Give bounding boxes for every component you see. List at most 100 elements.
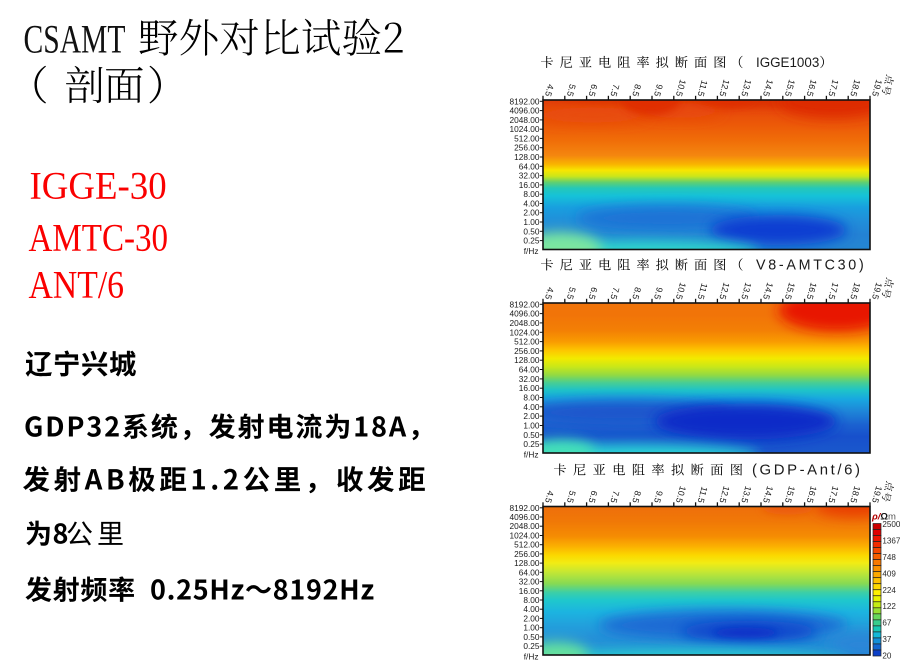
svg-text:0.50: 0.50 [523,632,540,642]
svg-text:4096.00: 4096.00 [510,106,540,116]
svg-text:1024.00: 1024.00 [510,124,540,134]
svg-text:13.5: 13.5 [739,485,753,504]
svg-text:17.5: 17.5 [826,281,840,300]
svg-text:0.25: 0.25 [523,439,540,449]
svg-text:4.00: 4.00 [523,402,540,412]
svg-text:2.00: 2.00 [523,208,540,218]
svg-text:11.5: 11.5 [696,282,710,301]
svg-text:512.00: 512.00 [514,540,540,550]
svg-text:67: 67 [882,619,892,628]
svg-text:2500: 2500 [882,520,900,529]
svg-text:4.5: 4.5 [543,83,556,98]
svg-text:CSAMT: CSAMT [24,17,126,61]
svg-text:16.5: 16.5 [805,281,819,300]
svg-text:V8-AMTC30): V8-AMTC30) [756,258,866,274]
svg-text:11.5: 11.5 [696,79,710,98]
svg-text:0.25: 0.25 [523,641,540,651]
svg-text:128.00: 128.00 [514,558,540,568]
svg-text:2.00: 2.00 [523,411,540,421]
svg-text:ρ/Ωm: ρ/Ωm [871,512,896,523]
svg-text:19.5: 19.5 [870,281,884,300]
svg-text:512.00: 512.00 [514,337,540,347]
svg-text:9.5: 9.5 [652,490,665,505]
svg-text:2.00: 2.00 [523,613,540,623]
svg-text:15.5: 15.5 [783,485,797,504]
svg-text:8.5: 8.5 [630,490,643,505]
svg-text:8.00: 8.00 [523,189,540,199]
svg-text:4096.00: 4096.00 [510,512,540,522]
svg-text:18.5: 18.5 [848,281,862,300]
svg-text:10.5: 10.5 [674,78,688,97]
svg-text:8192.00: 8192.00 [510,503,540,513]
svg-text:5.5: 5.5 [565,490,578,505]
svg-text:4.00: 4.00 [523,199,540,209]
svg-text:64.00: 64.00 [519,365,540,375]
svg-text:256.00: 256.00 [514,143,540,153]
svg-text:10.5: 10.5 [674,485,688,504]
svg-text:0.50: 0.50 [523,226,540,236]
svg-text:256.00: 256.00 [514,346,540,356]
svg-text:8.00: 8.00 [523,393,540,403]
svg-text:32.00: 32.00 [519,374,540,384]
svg-text:9.5: 9.5 [652,286,665,301]
svg-text:17.5: 17.5 [826,485,840,504]
svg-text:1024.00: 1024.00 [510,531,540,541]
svg-text:14.5: 14.5 [761,78,775,97]
svg-text:32.00: 32.00 [519,171,540,181]
svg-text:37: 37 [882,635,892,644]
svg-text:16.5: 16.5 [805,78,819,97]
svg-text:9.5: 9.5 [652,83,665,98]
svg-text:1.00: 1.00 [523,217,540,227]
svg-text:2048.00: 2048.00 [510,115,540,125]
svg-text:2048.00: 2048.00 [510,521,540,531]
svg-text:122: 122 [882,602,896,611]
svg-text:7.5: 7.5 [608,286,621,301]
svg-text:32.00: 32.00 [519,577,540,587]
svg-text:4.5: 4.5 [543,490,556,505]
svg-text:14.5: 14.5 [761,485,775,504]
svg-text:19.5: 19.5 [870,78,884,97]
svg-text:16.5: 16.5 [805,485,819,504]
svg-text:5.5: 5.5 [565,286,578,301]
svg-text:8.00: 8.00 [523,595,540,605]
svg-text:0.50: 0.50 [523,430,540,440]
svg-text:20: 20 [882,652,892,661]
svg-text:16.00: 16.00 [519,586,540,596]
svg-text:64.00: 64.00 [519,567,540,577]
svg-text:8192.00: 8192.00 [510,299,540,309]
svg-text:f/Hz: f/Hz [524,449,539,459]
svg-text:8.5: 8.5 [630,286,643,301]
svg-text:f/Hz: f/Hz [524,651,539,661]
svg-text:12.5: 12.5 [717,78,731,97]
svg-text:2048.00: 2048.00 [510,318,540,328]
svg-text:748: 748 [882,553,896,562]
svg-text:10.5: 10.5 [674,281,688,300]
svg-text:12.5: 12.5 [717,281,731,300]
svg-text:128.00: 128.00 [514,355,540,365]
svg-text:(GDP-Ant/6): (GDP-Ant/6) [752,463,863,479]
svg-text:224: 224 [882,586,896,595]
svg-text:7.5: 7.5 [608,83,621,98]
svg-text:IGGE-30: IGGE-30 [30,165,167,208]
svg-text:16.00: 16.00 [519,180,540,190]
svg-text:64.00: 64.00 [519,161,540,171]
svg-text:19.5: 19.5 [870,485,884,504]
svg-text:1367: 1367 [882,536,900,545]
svg-text:16.00: 16.00 [519,383,540,393]
svg-text:4096.00: 4096.00 [510,309,540,319]
svg-text:6.5: 6.5 [587,83,600,98]
svg-text:14.5: 14.5 [761,281,775,300]
svg-text:409: 409 [882,569,896,578]
svg-text:4.00: 4.00 [523,604,540,614]
svg-text:0.25: 0.25 [523,236,540,246]
svg-text:8.5: 8.5 [630,83,643,98]
svg-text:5.5: 5.5 [565,83,578,98]
svg-text:1024.00: 1024.00 [510,327,540,337]
svg-text:8192.00: 8192.00 [510,96,540,106]
svg-text:18.5: 18.5 [848,78,862,97]
svg-text:15.5: 15.5 [783,281,797,300]
svg-text:256.00: 256.00 [514,549,540,559]
svg-text:12.5: 12.5 [717,485,731,504]
svg-text:128.00: 128.00 [514,152,540,162]
svg-text:1.00: 1.00 [523,623,540,633]
